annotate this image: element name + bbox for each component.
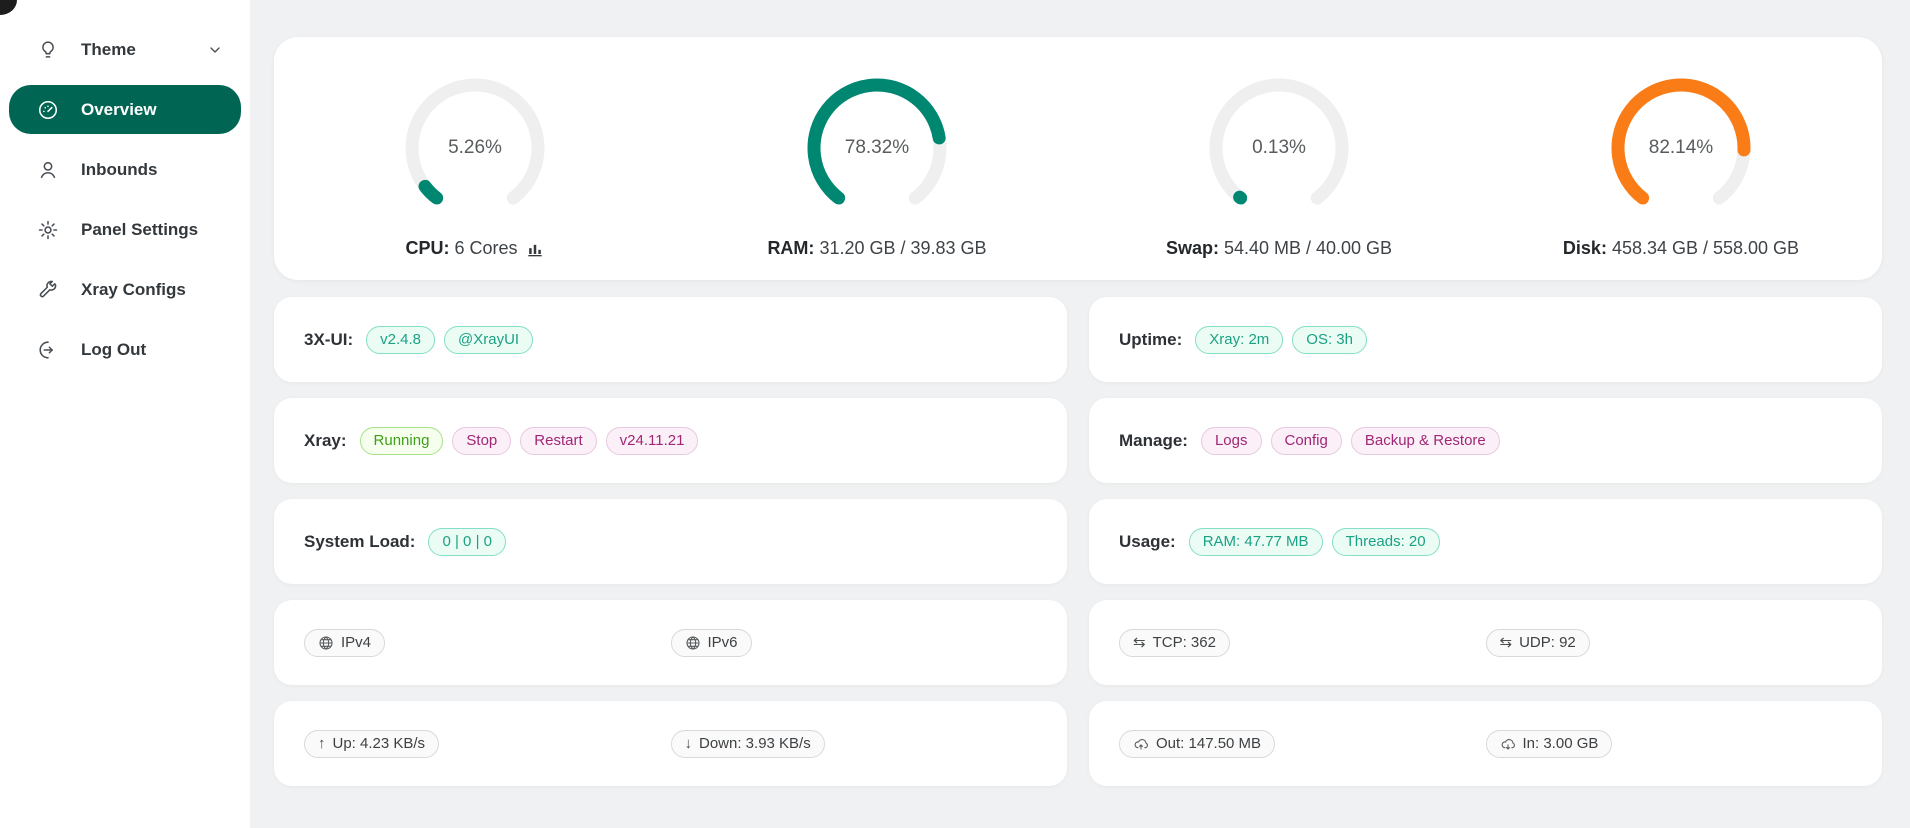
sidebar-item-log-out[interactable]: Log Out [9,325,241,374]
tcp-connections-badge: ⇆ TCP: 362 [1119,628,1230,657]
cpu-label: CPU: 6 Cores [405,238,544,259]
telegram-channel-badge[interactable]: @XrayUI [444,325,534,354]
config-button[interactable]: Config [1270,426,1342,455]
ipv6-badge[interactable]: IPv6 [670,628,752,657]
sidebar-item-overview[interactable]: Overview [9,85,241,134]
corner-notch [0,0,17,15]
sidebar-item-inbounds[interactable]: Inbounds [9,145,241,194]
disk-gauge-ring: 82.14% [1605,72,1757,224]
sidebar: Theme Overview Inbounds Panel Settings X… [0,0,250,828]
sidebar-item-label: Theme [81,39,136,59]
chevron-down-icon[interactable] [207,42,223,58]
ram-label: RAM: 31.20 GB / 39.83 GB [767,238,987,258]
logout-icon [37,339,59,361]
swap-gauge: 0.13% Swap: 54.40 MB / 40.00 GB [1078,37,1480,280]
connections-card: ⇆ TCP: 362 ⇆ UDP: 92 [1089,600,1882,685]
xray-uptime-badge: Xray: 2m [1195,325,1284,354]
speed-card: ↑ Up: 4.23 KB/s ↓ Down: 3.93 KB/s [274,701,1067,786]
sidebar-item-label: Log Out [81,339,147,359]
xray-restart-button[interactable]: Restart [520,426,597,455]
sidebar-item-label: Xray Configs [81,279,186,299]
arrow-down-icon: ↓ [684,735,693,752]
xray-version-badge[interactable]: v24.11.21 [605,426,699,455]
swap-arrows-icon: ⇆ [1499,634,1513,651]
user-icon [37,159,59,181]
system-load-label: System Load: [304,531,416,551]
xray-status-badge: Running [359,426,444,455]
os-uptime-badge: OS: 3h [1292,325,1367,354]
swap-label: Swap: 54.40 MB / 40.00 GB [1165,238,1393,258]
wrench-icon [37,279,59,301]
swap-arrows-icon: ⇆ [1133,634,1146,651]
xray-label: Xray: [304,430,347,450]
ram-percent: 78.32% [844,137,910,158]
uptime-label: Uptime: [1119,329,1183,349]
bulb-icon [37,39,59,61]
upload-speed-badge: ↑ Up: 4.23 KB/s [304,729,440,758]
logs-button[interactable]: Logs [1200,426,1262,455]
panel-version-label: 3X-UI: [304,329,354,349]
disk-label: Disk: 458.34 GB / 558.00 GB [1562,238,1800,258]
arrow-up-icon: ↑ [318,735,326,752]
ram-usage-badge: RAM: 47.77 MB [1188,527,1323,556]
globe-icon [685,635,701,651]
disk-gauge: 82.14% Disk: 458.34 GB / 558.00 GB [1480,37,1882,280]
sidebar-item-panel-settings[interactable]: Panel Settings [9,205,241,254]
download-speed-badge: ↓ Down: 3.93 KB/s [670,729,825,758]
ram-gauge: 78.32% RAM: 31.20 GB / 39.83 GB [676,37,1078,280]
sidebar-item-label: Inbounds [81,159,158,179]
cpu-chart-icon[interactable] [525,239,545,259]
ram-gauge-ring: 78.32% [801,72,953,224]
panel-version-card: 3X-UI: v2.4.8 @XrayUI [274,297,1067,382]
xray-stop-button[interactable]: Stop [452,426,512,455]
usage-card: Usage: RAM: 47.77 MB Threads: 20 [1089,499,1882,584]
traffic-in-badge: In: 3.00 GB [1485,729,1613,758]
xray-control-card: Xray: Running Stop Restart v24.11.21 [274,398,1067,483]
info-rows: 3X-UI: v2.4.8 @XrayUI Uptime: Xray: 2m O… [274,297,1882,786]
disk-percent: 82.14% [1648,137,1714,158]
usage-label: Usage: [1119,531,1176,551]
dashboard-icon [37,99,59,121]
ipv4-badge[interactable]: IPv4 [304,628,386,657]
cpu-gauge: 5.26% CPU: 6 Cores [274,37,676,280]
cloud-download-icon [1500,736,1516,752]
traffic-out-badge: Out: 147.50 MB [1119,729,1276,758]
system-load-badge: 0 | 0 | 0 [428,527,506,556]
swap-percent: 0.13% [1252,137,1306,158]
udp-connections-badge: ⇆ UDP: 92 [1485,628,1590,657]
sidebar-item-label: Overview [81,99,157,119]
threads-badge: Threads: 20 [1331,527,1440,556]
sidebar-item-xray-configs[interactable]: Xray Configs [9,265,241,314]
system-load-card: System Load: 0 | 0 | 0 [274,499,1067,584]
main-content: 5.26% CPU: 6 Cores 78.32% RAM: 31.20 GB … [250,0,1910,828]
sidebar-item-theme[interactable]: Theme [9,25,241,74]
manage-card: Manage: Logs Config Backup & Restore [1089,398,1882,483]
cpu-percent: 5.26% [448,137,502,158]
panel-version-badge[interactable]: v2.4.8 [366,325,435,354]
sidebar-item-label: Panel Settings [81,219,199,239]
gear-icon [37,219,59,241]
globe-icon [318,635,334,651]
ip-card: IPv4 IPv6 [274,600,1067,685]
swap-gauge-ring: 0.13% [1203,72,1355,224]
backup-restore-button[interactable]: Backup & Restore [1350,426,1500,455]
manage-label: Manage: [1119,430,1188,450]
system-stats-card: 5.26% CPU: 6 Cores 78.32% RAM: 31.20 GB … [274,37,1882,280]
cpu-gauge-ring: 5.26% [399,72,551,224]
uptime-card: Uptime: Xray: 2m OS: 3h [1089,297,1882,382]
traffic-card: Out: 147.50 MB In: 3.00 GB [1089,701,1882,786]
cloud-upload-icon [1133,736,1149,752]
